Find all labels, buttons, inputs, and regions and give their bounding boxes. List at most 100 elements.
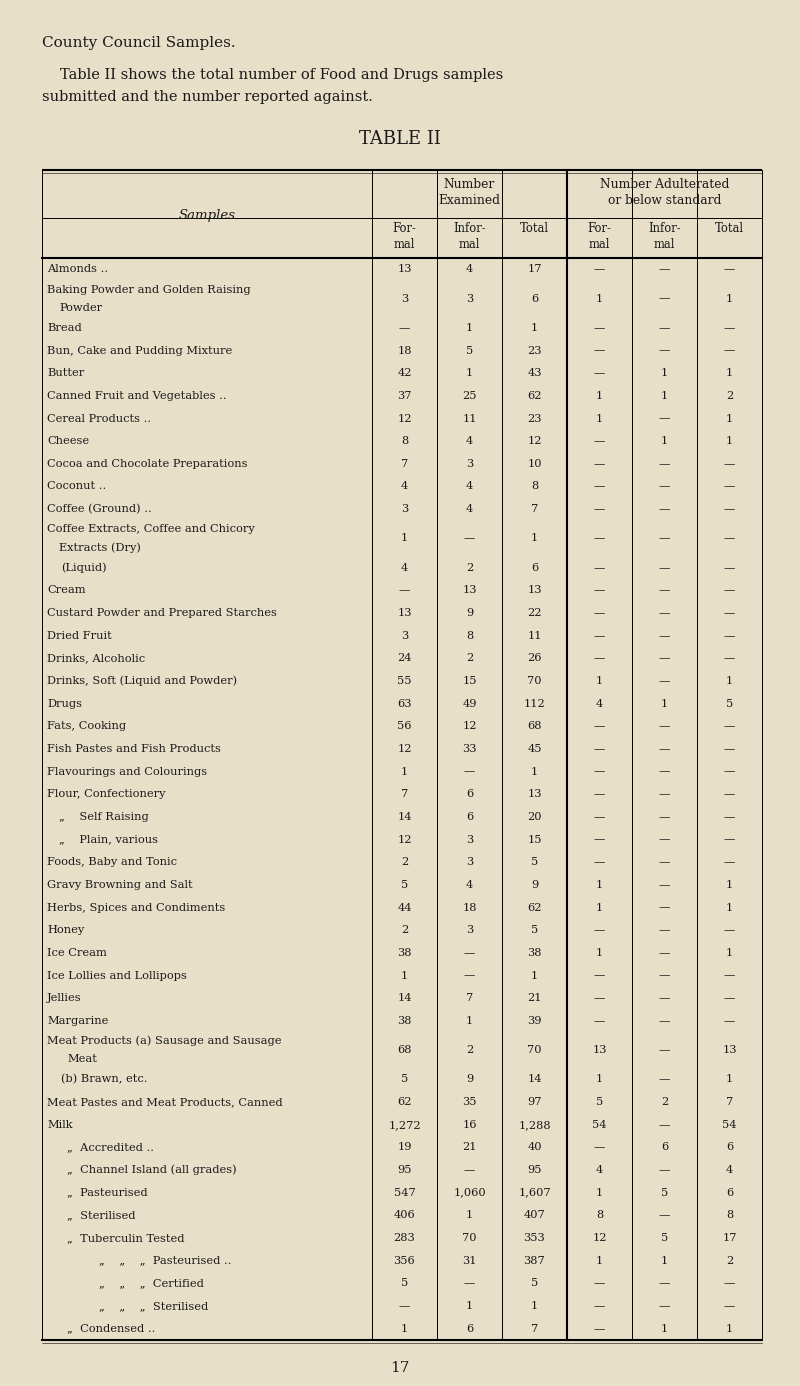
- Text: 13: 13: [527, 585, 542, 596]
- Text: 7: 7: [401, 459, 408, 468]
- Text: Foods, Baby and Tonic: Foods, Baby and Tonic: [47, 858, 177, 868]
- Text: —: —: [724, 563, 735, 572]
- Text: 38: 38: [527, 948, 542, 958]
- Text: 56: 56: [398, 721, 412, 732]
- Text: —: —: [594, 631, 605, 640]
- Text: 12: 12: [462, 721, 477, 732]
- Text: —: —: [399, 585, 410, 596]
- Text: Infor-
mal: Infor- mal: [648, 222, 681, 251]
- Text: Ice Lollies and Lollipops: Ice Lollies and Lollipops: [47, 970, 187, 980]
- Text: Drinks, Alcoholic: Drinks, Alcoholic: [47, 653, 145, 664]
- Text: 7: 7: [531, 505, 538, 514]
- Text: 7: 7: [466, 994, 473, 1003]
- Text: 407: 407: [524, 1210, 546, 1220]
- Text: —: —: [724, 481, 735, 492]
- Text: 12: 12: [398, 413, 412, 424]
- Text: 40: 40: [527, 1142, 542, 1152]
- Text: Milk: Milk: [47, 1120, 73, 1130]
- Text: —: —: [659, 721, 670, 732]
- Text: —: —: [659, 459, 670, 468]
- Text: 70: 70: [527, 676, 542, 686]
- Text: Baking Powder and Golden Raising: Baking Powder and Golden Raising: [47, 284, 250, 295]
- Text: —: —: [659, 585, 670, 596]
- Text: 4: 4: [596, 699, 603, 708]
- Text: 356: 356: [394, 1256, 415, 1265]
- Text: 1: 1: [466, 369, 473, 378]
- Text: 1: 1: [596, 1188, 603, 1198]
- Text: 1,272: 1,272: [388, 1120, 421, 1130]
- Text: (b) Brawn, etc.: (b) Brawn, etc.: [61, 1074, 147, 1085]
- Text: 406: 406: [394, 1210, 415, 1220]
- Text: —: —: [724, 812, 735, 822]
- Text: —: —: [659, 744, 670, 754]
- Text: 2: 2: [401, 926, 408, 936]
- Text: —: —: [659, 766, 670, 776]
- Text: 8: 8: [596, 1210, 603, 1220]
- Text: 21: 21: [527, 994, 542, 1003]
- Text: —: —: [659, 608, 670, 618]
- Text: Dried Fruit: Dried Fruit: [47, 631, 112, 640]
- Text: —: —: [724, 766, 735, 776]
- Text: Drugs: Drugs: [47, 699, 82, 708]
- Text: —: —: [659, 1301, 670, 1311]
- Text: —: —: [659, 948, 670, 958]
- Text: 13: 13: [722, 1045, 737, 1055]
- Text: „  Tuberculin Tested: „ Tuberculin Tested: [67, 1234, 185, 1243]
- Text: 547: 547: [394, 1188, 415, 1198]
- Text: 63: 63: [398, 699, 412, 708]
- Text: Margarine: Margarine: [47, 1016, 108, 1026]
- Text: —: —: [724, 653, 735, 664]
- Text: 6: 6: [726, 1188, 733, 1198]
- Text: 8: 8: [466, 631, 473, 640]
- Text: 3: 3: [401, 505, 408, 514]
- Text: 1: 1: [401, 1324, 408, 1333]
- Text: 112: 112: [524, 699, 546, 708]
- Text: —: —: [659, 1166, 670, 1175]
- Text: 1: 1: [726, 413, 733, 424]
- Text: 283: 283: [394, 1234, 415, 1243]
- Text: 1: 1: [596, 948, 603, 958]
- Text: 1: 1: [596, 391, 603, 401]
- Text: Herbs, Spices and Condiments: Herbs, Spices and Condiments: [47, 902, 226, 912]
- Text: 1: 1: [596, 1074, 603, 1084]
- Text: 14: 14: [527, 1074, 542, 1084]
- Text: Fats, Cooking: Fats, Cooking: [47, 721, 126, 732]
- Text: 12: 12: [527, 437, 542, 446]
- Text: 2: 2: [726, 391, 733, 401]
- Text: 21: 21: [462, 1142, 477, 1152]
- Text: 55: 55: [398, 676, 412, 686]
- Text: 4: 4: [466, 481, 473, 492]
- Text: 1: 1: [726, 676, 733, 686]
- Text: 4: 4: [401, 481, 408, 492]
- Text: For-
mal: For- mal: [393, 222, 417, 251]
- Text: —: —: [724, 608, 735, 618]
- Text: 43: 43: [527, 369, 542, 378]
- Text: 68: 68: [527, 721, 542, 732]
- Text: —: —: [594, 1324, 605, 1333]
- Text: 4: 4: [466, 505, 473, 514]
- Text: Powder: Powder: [59, 302, 102, 313]
- Text: Bun, Cake and Pudding Mixture: Bun, Cake and Pudding Mixture: [47, 345, 232, 356]
- Text: —: —: [659, 926, 670, 936]
- Text: 12: 12: [592, 1234, 606, 1243]
- Text: „    „    „  Sterilised: „ „ „ Sterilised: [99, 1301, 208, 1311]
- Text: —: —: [659, 880, 670, 890]
- Text: —: —: [594, 369, 605, 378]
- Text: 1: 1: [531, 323, 538, 333]
- Text: 3: 3: [401, 631, 408, 640]
- Text: 25: 25: [462, 391, 477, 401]
- Text: —: —: [659, 970, 670, 980]
- Text: —: —: [659, 812, 670, 822]
- Text: —: —: [594, 505, 605, 514]
- Text: 353: 353: [524, 1234, 546, 1243]
- Text: Almonds ..: Almonds ..: [47, 265, 108, 274]
- Text: 3: 3: [466, 294, 473, 304]
- Text: 1: 1: [466, 1301, 473, 1311]
- Text: Canned Fruit and Vegetables ..: Canned Fruit and Vegetables ..: [47, 391, 226, 401]
- Text: —: —: [724, 534, 735, 543]
- Text: 13: 13: [462, 585, 477, 596]
- Text: —: —: [464, 1278, 475, 1289]
- Text: —: —: [724, 858, 735, 868]
- Text: 62: 62: [527, 391, 542, 401]
- Text: 1: 1: [596, 294, 603, 304]
